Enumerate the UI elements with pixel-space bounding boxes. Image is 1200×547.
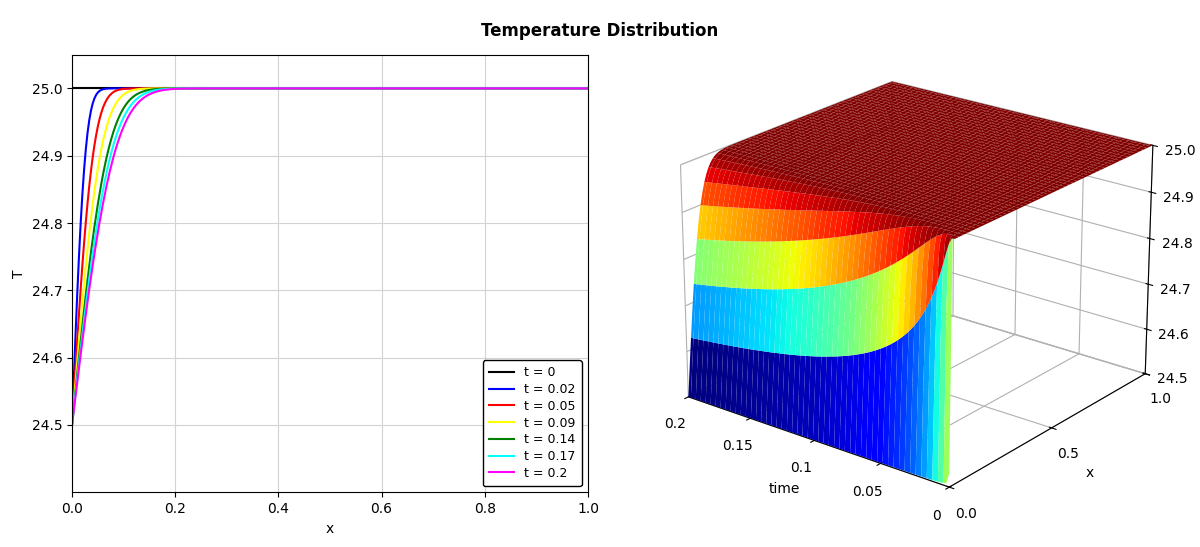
t = 0.02	[372, 85, 386, 92]
Y-axis label: x: x	[1086, 465, 1093, 480]
t = 0.05	[372, 85, 386, 92]
t = 0.02	[65, 422, 79, 428]
t = 0.02	[502, 85, 516, 92]
t = 0	[581, 85, 595, 92]
t = 0.14	[65, 422, 79, 428]
t = 0.09	[238, 85, 252, 92]
t = 0.09	[534, 85, 548, 92]
t = 0.05	[194, 85, 209, 92]
t = 0.02	[581, 85, 595, 92]
Text: Temperature Distribution: Temperature Distribution	[481, 22, 719, 40]
t = 0.2	[66, 408, 80, 414]
Y-axis label: T: T	[12, 269, 26, 278]
t = 0.17	[65, 422, 79, 428]
t = 0.17	[534, 85, 548, 92]
X-axis label: time: time	[768, 482, 799, 496]
t = 0.14	[383, 85, 397, 92]
Line: t = 0.02: t = 0.02	[72, 89, 588, 425]
t = 0.09	[372, 85, 386, 92]
t = 0.14	[581, 85, 595, 92]
t = 0.05	[383, 85, 397, 92]
t = 0	[372, 85, 386, 92]
t = 0.14	[372, 85, 386, 92]
t = 0.05	[502, 85, 516, 92]
Line: t = 0.14: t = 0.14	[72, 89, 588, 425]
t = 0.02	[373, 85, 388, 92]
t = 0.05	[373, 85, 388, 92]
t = 0.2	[372, 85, 386, 92]
t = 0.02	[534, 85, 548, 92]
t = 0.2	[534, 85, 548, 92]
t = 0	[66, 85, 80, 92]
t = 0.2	[373, 85, 388, 92]
t = 0.14	[534, 85, 548, 92]
Line: t = 0.09: t = 0.09	[72, 89, 588, 425]
Legend: t = 0, t = 0.02, t = 0.05, t = 0.09, t = 0.14, t = 0.17, t = 0.2: t = 0, t = 0.02, t = 0.05, t = 0.09, t =…	[482, 360, 582, 486]
t = 0.17	[581, 85, 595, 92]
Line: t = 0.05: t = 0.05	[72, 89, 588, 425]
t = 0.2	[322, 85, 336, 92]
t = 0.14	[373, 85, 388, 92]
t = 0.05	[534, 85, 548, 92]
t = 0.17	[66, 406, 80, 413]
t = 0.2	[65, 422, 79, 428]
t = 0.2	[581, 85, 595, 92]
t = 0.02	[66, 377, 80, 383]
t = 0.05	[581, 85, 595, 92]
X-axis label: x: x	[326, 522, 334, 536]
t = 0.05	[65, 422, 79, 428]
t = 0	[65, 85, 79, 92]
t = 0	[380, 85, 395, 92]
t = 0.09	[373, 85, 388, 92]
t = 0.2	[502, 85, 516, 92]
t = 0.09	[66, 400, 80, 407]
t = 0.17	[502, 85, 516, 92]
t = 0.02	[148, 85, 162, 92]
t = 0.14	[66, 405, 80, 411]
t = 0.02	[383, 85, 397, 92]
t = 0.05	[66, 393, 80, 400]
Line: t = 0.17: t = 0.17	[72, 89, 588, 425]
t = 0	[499, 85, 514, 92]
t = 0.14	[502, 85, 516, 92]
t = 0.09	[581, 85, 595, 92]
t = 0.09	[65, 422, 79, 428]
t = 0.2	[383, 85, 397, 92]
t = 0.17	[383, 85, 397, 92]
t = 0	[371, 85, 385, 92]
t = 0.14	[281, 85, 295, 92]
t = 0.17	[302, 85, 317, 92]
t = 0.17	[372, 85, 386, 92]
Line: t = 0.2: t = 0.2	[72, 89, 588, 425]
t = 0.09	[502, 85, 516, 92]
t = 0.09	[383, 85, 397, 92]
t = 0.17	[373, 85, 388, 92]
t = 0	[533, 85, 547, 92]
